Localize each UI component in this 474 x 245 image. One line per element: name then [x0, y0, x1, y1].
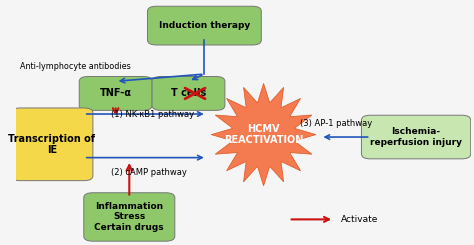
FancyBboxPatch shape [152, 76, 225, 110]
Text: (3) AP-1 pathway: (3) AP-1 pathway [300, 119, 372, 128]
Text: Anti-lymphocyte antibodies: Anti-lymphocyte antibodies [20, 62, 131, 71]
Text: Transcription of
IE: Transcription of IE [9, 134, 95, 155]
Text: Activate: Activate [341, 215, 378, 224]
FancyBboxPatch shape [84, 193, 175, 241]
Text: Induction therapy: Induction therapy [159, 21, 250, 30]
FancyBboxPatch shape [11, 108, 93, 181]
FancyBboxPatch shape [79, 76, 152, 110]
Text: Ischemia-
reperfusion injury: Ischemia- reperfusion injury [370, 127, 462, 147]
Text: HCMV
REACTIVATION: HCMV REACTIVATION [224, 124, 303, 146]
FancyBboxPatch shape [362, 115, 471, 159]
Text: TNF-α: TNF-α [100, 88, 132, 98]
Polygon shape [211, 83, 316, 186]
Text: (2) cAMP pathway: (2) cAMP pathway [111, 168, 187, 177]
Text: (1) NK-κB1 pathway: (1) NK-κB1 pathway [111, 110, 194, 119]
Text: T cells: T cells [171, 88, 206, 98]
FancyBboxPatch shape [147, 6, 261, 45]
Text: Inflammation
Stress
Certain drugs: Inflammation Stress Certain drugs [94, 202, 164, 232]
